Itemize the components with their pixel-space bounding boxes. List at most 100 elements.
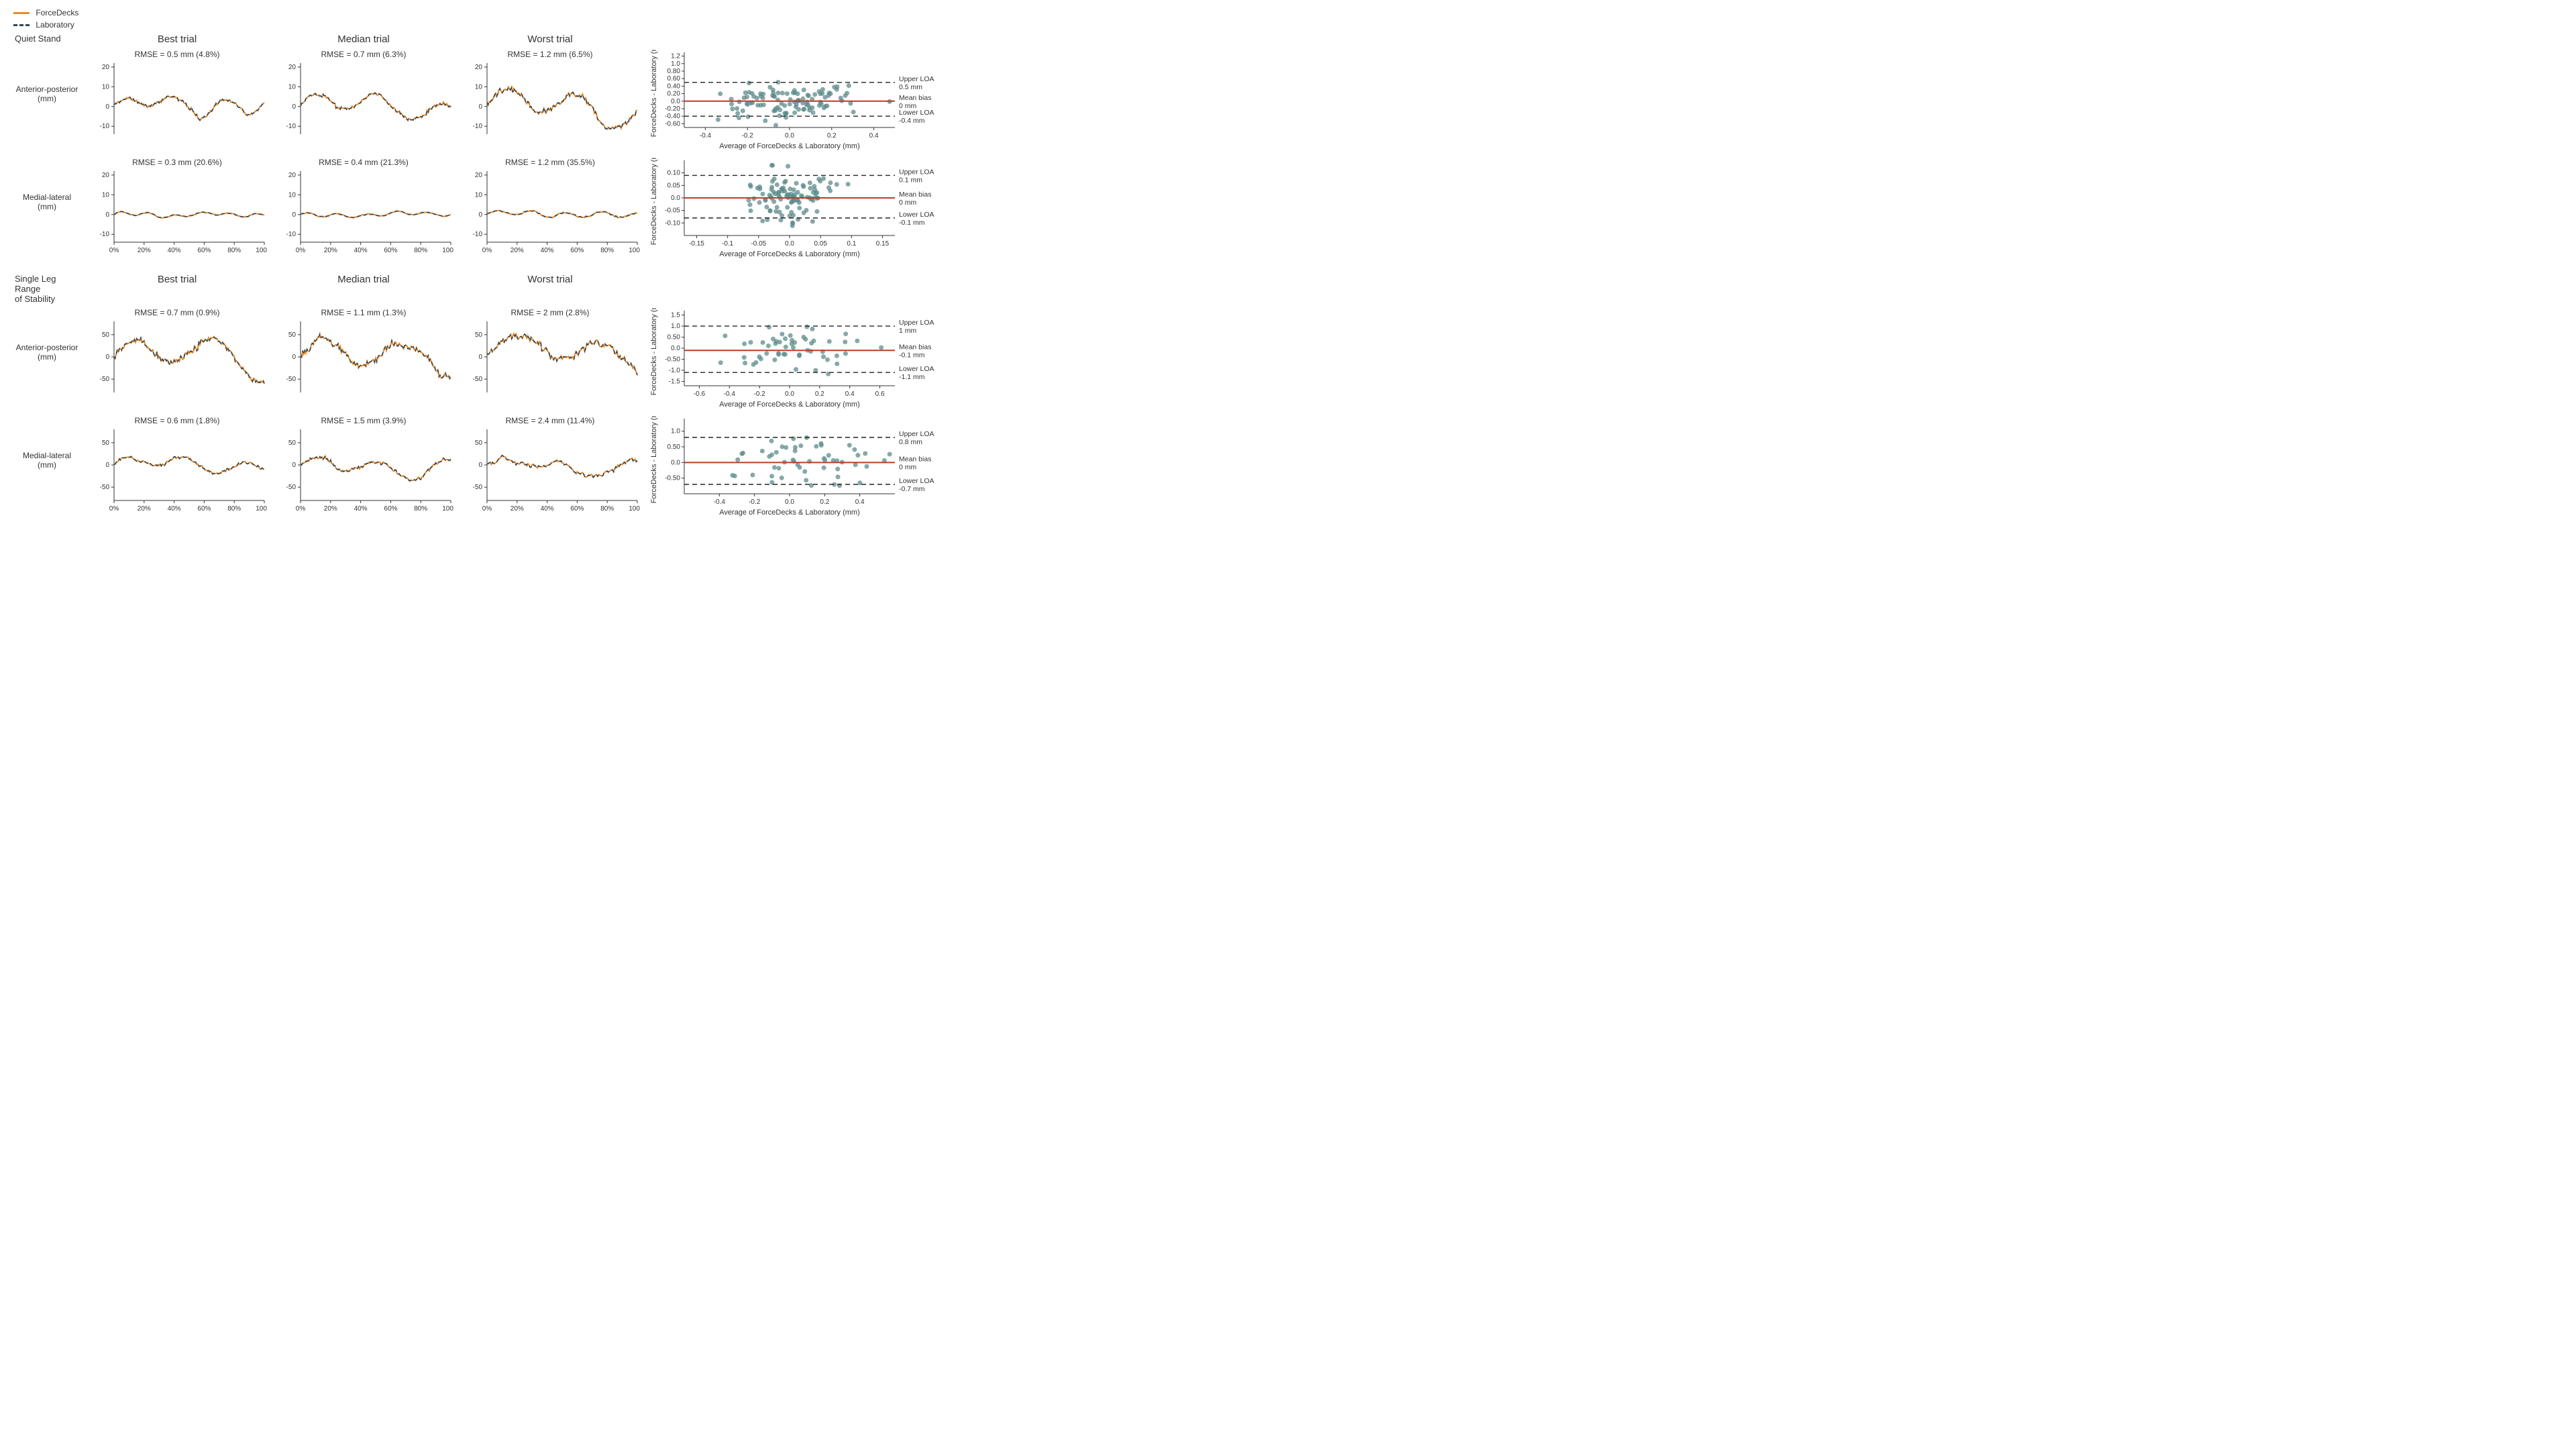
svg-text:80%: 80% <box>414 505 427 513</box>
svg-text:Average of ForceDecks & Labora: Average of ForceDecks & Laboratory (mm) <box>719 142 859 150</box>
bland-altman-chart: -0.10-0.050.00.050.10-0.15-0.1-0.050.00.… <box>647 158 955 258</box>
sections-container: Quiet Stand Best trial Median trial Worst t… <box>13 34 966 520</box>
svg-text:0%: 0% <box>109 247 119 254</box>
svg-text:1.5: 1.5 <box>671 312 680 319</box>
svg-text:-10: -10 <box>100 231 110 238</box>
ba-chart-cell: -0.10-0.050.00.050.10-0.15-0.1-0.050.00.… <box>647 158 955 262</box>
legend-swatch-laboratory <box>13 24 30 26</box>
svg-text:-0.4: -0.4 <box>724 390 736 398</box>
svg-text:0%: 0% <box>296 505 306 513</box>
svg-text:0: 0 <box>478 354 482 361</box>
time-series-chart: -50050 <box>274 319 453 406</box>
trial-title: Median trial <box>274 34 453 46</box>
svg-text:50: 50 <box>288 439 297 447</box>
svg-text:0%: 0% <box>482 247 492 254</box>
trial-title: Best trial <box>87 274 267 286</box>
legend-swatch-forcedecks <box>13 12 30 14</box>
svg-text:50: 50 <box>475 439 483 447</box>
svg-text:40%: 40% <box>168 505 181 513</box>
svg-text:0: 0 <box>105 354 109 361</box>
svg-text:0.4: 0.4 <box>869 132 879 140</box>
time-chart-cell: RMSE = 0.5 mm (4.8%) -1001020 <box>87 50 267 151</box>
svg-text:80%: 80% <box>414 247 427 254</box>
svg-text:-0.7 mm: -0.7 mm <box>899 485 925 493</box>
svg-text:1.0: 1.0 <box>671 323 680 330</box>
svg-text:0.0: 0.0 <box>785 390 794 398</box>
time-series-chart: -10010200%20%40%60%80%100% <box>274 168 453 256</box>
svg-text:0.0: 0.0 <box>671 345 680 352</box>
rmse-label: RMSE = 0.5 mm (4.8%) <box>87 50 267 60</box>
svg-text:-0.05: -0.05 <box>751 240 766 248</box>
svg-text:-0.2: -0.2 <box>742 132 754 140</box>
time-series-chart: -1001020 <box>460 60 640 148</box>
time-series-chart: -500500%20%40%60%80%100% <box>460 427 640 514</box>
rmse-label: RMSE = 0.7 mm (0.9%) <box>87 308 267 319</box>
rmse-label: RMSE = 0.3 mm (20.6%) <box>87 158 267 168</box>
svg-text:Average of ForceDecks & Labora: Average of ForceDecks & Laboratory (mm) <box>719 250 859 258</box>
time-series-chart: -10010200%20%40%60%80%100% <box>460 168 640 256</box>
svg-text:60%: 60% <box>570 505 584 513</box>
svg-text:-0.10: -0.10 <box>665 219 680 227</box>
svg-text:-0.50: -0.50 <box>665 356 680 363</box>
svg-text:0.4: 0.4 <box>855 498 865 506</box>
svg-text:20%: 20% <box>138 247 151 254</box>
svg-text:Upper LOA: Upper LOA <box>899 319 934 327</box>
svg-text:0: 0 <box>478 103 482 111</box>
svg-text:0.10: 0.10 <box>667 170 681 177</box>
svg-text:0.50: 0.50 <box>667 334 681 341</box>
rmse-label: RMSE = 2 mm (2.8%) <box>460 308 640 319</box>
svg-text:0: 0 <box>478 462 482 469</box>
svg-text:40%: 40% <box>168 247 181 254</box>
svg-text:0.0: 0.0 <box>671 98 680 105</box>
svg-text:100%: 100% <box>442 505 453 513</box>
svg-text:10: 10 <box>475 83 483 91</box>
svg-text:0.1 mm: 0.1 mm <box>899 176 922 184</box>
svg-text:20%: 20% <box>324 505 337 513</box>
time-chart-cell: RMSE = 0.7 mm (0.9%) -50050 <box>87 308 267 409</box>
time-chart-cell: RMSE = 0.4 mm (21.3%) -10010200%20%40%60… <box>274 158 453 259</box>
svg-text:0 mm: 0 mm <box>899 463 917 471</box>
svg-text:20: 20 <box>102 64 110 71</box>
figure-panel: ForceDecks Laboratory Quiet StandBest tr… <box>0 0 979 545</box>
svg-text:1.2: 1.2 <box>671 53 680 60</box>
svg-text:-0.40: -0.40 <box>665 113 680 120</box>
svg-text:-50: -50 <box>286 484 297 491</box>
svg-text:-0.1 mm: -0.1 mm <box>899 351 925 359</box>
svg-text:0.0: 0.0 <box>671 459 680 466</box>
rmse-label: RMSE = 1.2 mm (35.5%) <box>460 158 640 168</box>
svg-text:Mean bias: Mean bias <box>899 191 931 199</box>
svg-text:0 mm: 0 mm <box>899 199 917 207</box>
svg-text:-0.2: -0.2 <box>749 498 761 506</box>
trial-title: Worst trial <box>460 34 640 46</box>
svg-text:ForceDecks - Laboratory (m): ForceDecks - Laboratory (m) <box>650 50 658 137</box>
svg-text:20: 20 <box>288 64 297 71</box>
svg-text:0.2: 0.2 <box>820 498 829 506</box>
svg-text:60%: 60% <box>384 247 397 254</box>
svg-text:0.15: 0.15 <box>876 240 890 248</box>
svg-text:-10: -10 <box>100 123 110 130</box>
svg-text:1.0: 1.0 <box>671 60 680 68</box>
legend-laboratory: Laboratory <box>13 19 966 31</box>
svg-text:0: 0 <box>292 103 296 111</box>
svg-text:-10: -10 <box>286 231 297 238</box>
svg-text:Upper LOA: Upper LOA <box>899 430 934 438</box>
time-chart-cell: RMSE = 1.2 mm (35.5%) -10010200%20%40%60… <box>460 158 640 259</box>
svg-text:0.05: 0.05 <box>814 240 827 248</box>
svg-text:1 mm: 1 mm <box>899 327 917 335</box>
rmse-label: RMSE = 1.5 mm (3.9%) <box>274 416 453 427</box>
svg-text:0.0: 0.0 <box>671 195 680 202</box>
section-title: Quiet Stand <box>13 34 80 44</box>
svg-text:0.1: 0.1 <box>847 240 856 248</box>
svg-text:80%: 80% <box>227 505 241 513</box>
svg-text:-1.1 mm: -1.1 mm <box>899 373 925 381</box>
section-grid: Quiet StandBest trialMedian trialWorst t… <box>13 34 966 262</box>
svg-text:-0.6: -0.6 <box>694 390 706 398</box>
svg-text:-1.5: -1.5 <box>669 378 681 385</box>
svg-text:Lower LOA: Lower LOA <box>899 211 934 219</box>
svg-text:0%: 0% <box>482 505 492 513</box>
bland-altman-chart: -0.500.00.501.0-0.4-0.20.00.20.4 Upper L… <box>647 416 955 517</box>
svg-text:0.60: 0.60 <box>667 75 681 83</box>
row-axis-label: Medial-lateral(mm) <box>13 416 80 470</box>
svg-text:40%: 40% <box>541 505 554 513</box>
section-block: Single Leg Rangeof StabilityBest trialMe… <box>13 274 966 520</box>
